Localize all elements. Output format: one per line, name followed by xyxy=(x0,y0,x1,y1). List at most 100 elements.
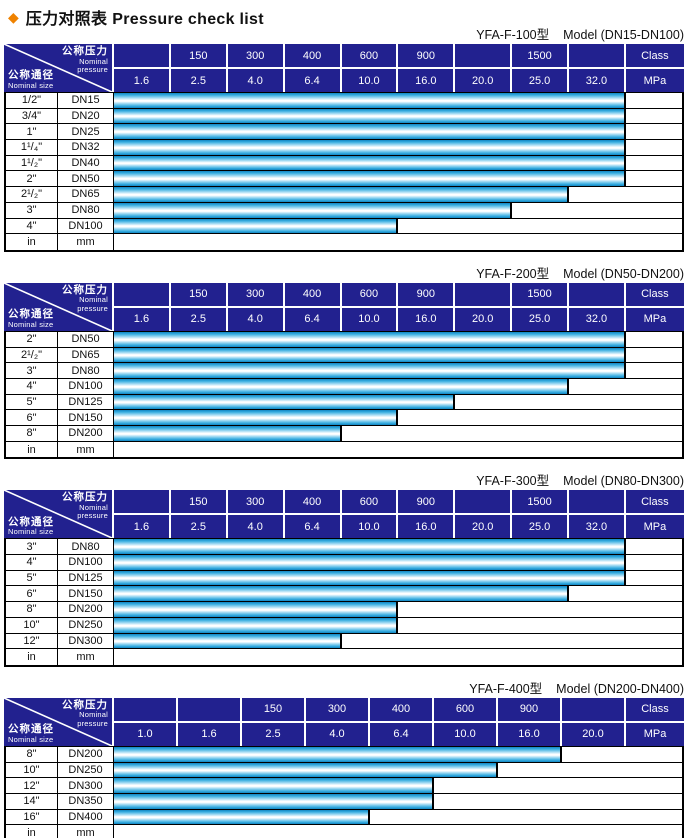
diamond-icon: ◆ xyxy=(8,8,19,25)
pressure-bar-zone xyxy=(114,218,682,234)
table-row: in mm xyxy=(6,825,682,838)
mpa-header-cell: 16.0 xyxy=(498,722,562,746)
class-header-cell: 1500 xyxy=(512,490,569,516)
class-unit-cell: Class xyxy=(625,490,684,516)
mpa-header-cell: 25.0 xyxy=(512,515,569,539)
pressure-bar-zone xyxy=(114,93,682,108)
caption-range: Model (DN50-DN200) xyxy=(563,266,684,281)
inch-cell: in xyxy=(6,441,58,458)
mm-cell: DN65 xyxy=(58,347,114,363)
mm-cell: DN40 xyxy=(58,155,114,171)
class-header-row: 150 300 400 600 900 Class xyxy=(114,697,684,723)
pressure-range-bar xyxy=(114,124,626,140)
inch-cell: 3" xyxy=(6,363,58,378)
pressure-table: 公称压力 Nominal pressure 公称通径 Nominal size 150 30… xyxy=(4,490,684,667)
pressure-bar-zone xyxy=(114,140,682,155)
pressure-bar-zone xyxy=(114,617,682,633)
inch-cell: 5" xyxy=(6,394,58,410)
corner-size-label: 公称通径 Nominal size xyxy=(8,309,54,329)
caption-range: Model (DN80-DN300) xyxy=(563,474,684,489)
pressure-bar-zone xyxy=(114,555,682,570)
page-title-en: Pressure check list xyxy=(112,10,264,28)
table-row: 1¹/₄" DN32 xyxy=(6,140,682,156)
mpa-header-cell: 1.6 xyxy=(178,722,242,746)
pressure-bar-zone xyxy=(114,171,682,187)
pressure-table: 公称压力 Nominal pressure 公称通径 Nominal size 150 30… xyxy=(4,282,684,460)
mpa-header-cell: 16.0 xyxy=(398,307,456,331)
corner-pressure-en1: Nominal xyxy=(79,56,108,66)
pressure-range-bar xyxy=(114,778,434,793)
pressure-range-bar xyxy=(114,171,626,187)
mm-cell: DN250 xyxy=(58,762,114,778)
mm-cell: DN100 xyxy=(58,555,114,570)
pressure-range-bar xyxy=(114,570,626,586)
mm-cell: DN100 xyxy=(58,218,114,234)
table-row: 5" DN125 xyxy=(6,394,682,411)
mpa-header-row: 1.6 2.5 4.0 6.4 10.0 16.0 20.0 25.0 32.0 MPa xyxy=(114,69,684,92)
header-grid: 150 300 400 600 900 1500 Class 1.6 2.5 4.0 6.4 10.0… xyxy=(114,490,684,539)
mm-cell: DN80 xyxy=(58,363,114,378)
caption-model: YFA-F-400型 xyxy=(469,681,543,696)
pressure-range-bar xyxy=(114,378,570,394)
table-row: 1¹/₂" DN40 xyxy=(6,155,682,172)
mpa-header-cell: 32.0 xyxy=(569,69,626,92)
mm-cell: DN200 xyxy=(58,746,114,762)
class-header-cell: 300 xyxy=(306,697,370,723)
inch-cell: 2" xyxy=(6,331,58,347)
pressure-bar-zone xyxy=(114,825,682,838)
inch-cell: in xyxy=(6,825,58,838)
class-header-cell: 300 xyxy=(227,490,285,516)
class-header-cell xyxy=(114,44,171,69)
pressure-bar-zone xyxy=(114,155,682,171)
inch-cell: 1¹/₄" xyxy=(6,140,58,155)
corner-size-en: Nominal size xyxy=(8,319,54,329)
table-header: 公称压力 Nominal pressure 公称通径 Nominal size 150 30… xyxy=(4,697,684,746)
table-row: 14" DN350 xyxy=(6,793,682,810)
inch-cell: 3" xyxy=(6,202,58,218)
table-row: 8" DN200 xyxy=(6,426,682,442)
inch-cell: 8" xyxy=(6,426,58,441)
mpa-header-cell: 20.0 xyxy=(562,722,626,746)
pressure-range-bar xyxy=(114,410,399,425)
diagonal-corner-cell: 公称压力 Nominal pressure 公称通径 Nominal size xyxy=(4,44,114,92)
table-row: in mm xyxy=(6,234,682,250)
pressure-range-bar xyxy=(114,586,570,602)
mpa-header-cell: 10.0 xyxy=(341,307,399,331)
inch-cell: 4" xyxy=(6,378,58,394)
mm-cell: DN125 xyxy=(58,394,114,410)
pressure-range-bar xyxy=(114,202,513,218)
table-row: 5" DN125 xyxy=(6,570,682,587)
pressure-table: 公称压力 Nominal pressure 公称通径 Nominal size 150 30… xyxy=(4,44,684,252)
mpa-header-cell: 6.4 xyxy=(284,307,342,331)
class-header-cell: 600 xyxy=(341,490,399,516)
table-row: 10" DN250 xyxy=(6,762,682,779)
table-row: 10" DN250 xyxy=(6,617,682,634)
corner-size-en: Nominal size xyxy=(8,527,54,537)
pressure-range-bar xyxy=(114,140,626,155)
header-grid: 150 300 400 600 900 1500 Class 1.6 2.5 4.0 6.4 10.0… xyxy=(114,282,684,331)
pressure-range-bar xyxy=(114,187,570,202)
table-row: 16" DN400 xyxy=(6,809,682,826)
pressure-range-bar xyxy=(114,426,342,441)
diagonal-line xyxy=(4,697,112,746)
inch-cell: 2¹/₂" xyxy=(6,187,58,202)
caption-range: Model (DN15-DN100) xyxy=(563,28,684,42)
table-body: 8" DN200 10" DN250 12" DN300 14" DN350 16" DN400 i… xyxy=(4,745,684,838)
table-row: 4" DN100 xyxy=(6,378,682,395)
diagonal-line xyxy=(4,282,112,331)
mm-cell: DN50 xyxy=(58,171,114,187)
class-header-cell: 900 xyxy=(398,282,456,308)
table-section-4: YFA-F-400型 Model (DN200-DN400) 公称压力 Nominal… xyxy=(4,682,684,838)
class-header-cell xyxy=(114,697,178,723)
mpa-header-cell: 32.0 xyxy=(569,307,626,331)
class-header-cell xyxy=(178,697,242,723)
corner-pressure-en2: pressure xyxy=(77,511,108,521)
class-header-row: 150 300 400 600 900 1500 Class xyxy=(114,490,684,516)
table-row: 1" DN25 xyxy=(6,124,682,141)
pressure-range-bar xyxy=(114,793,434,809)
mpa-header-cell: 10.0 xyxy=(341,69,399,92)
pressure-bar-zone xyxy=(114,762,682,778)
pressure-range-bar xyxy=(114,155,626,171)
table-caption: YFA-F-100型 Model (DN15-DN100) xyxy=(4,28,684,42)
mpa-header-cell: 1.6 xyxy=(114,515,171,539)
